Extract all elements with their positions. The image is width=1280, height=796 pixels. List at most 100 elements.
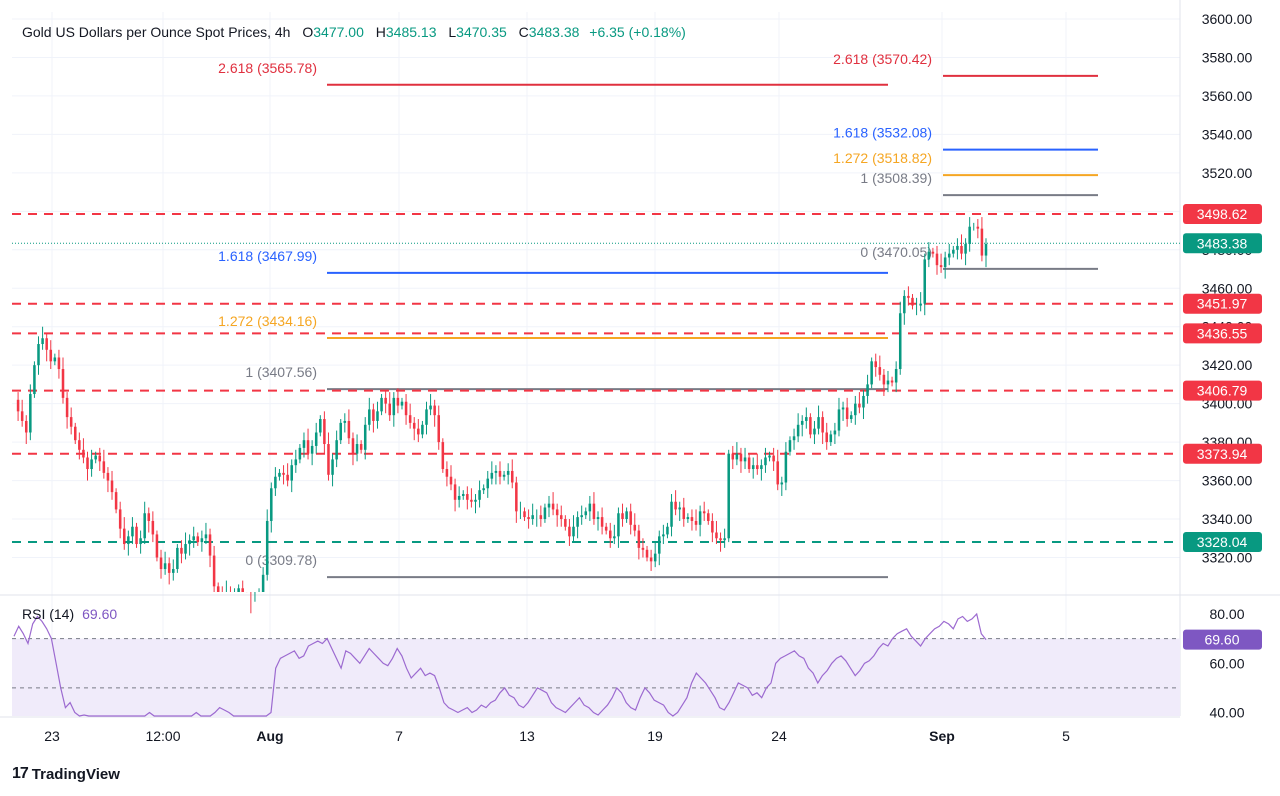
candle-body [682, 507, 686, 520]
candle-body [184, 544, 187, 554]
rsi-axis[interactable]: 80.00 60.00 40.00 [1209, 606, 1244, 721]
candle-body [731, 453, 735, 460]
candle-body [903, 295, 906, 314]
candle-body [37, 344, 40, 366]
candle-body [159, 557, 163, 570]
candle-body [127, 536, 130, 545]
price-tick-label: 3360.00 [1202, 473, 1253, 489]
price-tick-label: 3420.00 [1202, 357, 1253, 373]
level-price-tag: 3498.62 [1197, 206, 1248, 222]
price-tick-label: 3340.00 [1202, 511, 1253, 527]
candle-body [331, 459, 334, 475]
candle-body [817, 417, 820, 429]
candle-body [555, 509, 559, 516]
candle-body [829, 434, 833, 443]
candle-body [952, 249, 955, 254]
candle-body [866, 384, 869, 396]
candle-body [976, 226, 980, 229]
horizontal-levels [12, 212, 1180, 544]
candle-body [53, 357, 57, 362]
candle-body [237, 588, 240, 592]
candle-body [727, 453, 730, 539]
price-grid [0, 0, 1280, 718]
candle-body [629, 511, 632, 525]
candle-body [143, 513, 146, 539]
candle-body [131, 526, 134, 537]
candle-body [196, 536, 200, 543]
candle-body [290, 465, 293, 481]
candle-body [118, 509, 122, 529]
candle-body [792, 436, 796, 441]
candle-body [833, 430, 837, 435]
candle-body [711, 520, 714, 533]
candle-body [45, 338, 48, 350]
rsi-tick-label: 60.00 [1209, 655, 1244, 671]
time-axis[interactable]: 23 12:00 Aug 7 13 19 24 Sep 5 [44, 728, 1070, 744]
candle-body [421, 424, 424, 435]
fib-label-2-618: 2.618 (3570.42) [833, 51, 932, 67]
candle-body [968, 226, 971, 245]
candle-body [613, 536, 616, 539]
candle-body [984, 244, 988, 256]
candle-body [90, 459, 93, 470]
candle-body [854, 403, 857, 416]
candle-body [890, 380, 894, 383]
candle-body [564, 519, 567, 527]
candle-body [809, 417, 812, 435]
candle-body [947, 253, 951, 258]
price-axis[interactable]: 3600.003580.003560.003540.003520.003500.… [1202, 11, 1253, 566]
candle-body [372, 409, 375, 421]
chart-legend-header: Gold US Dollars per Ounce Spot Prices, 4… [22, 24, 686, 40]
level-price-tag: 3406.79 [1197, 383, 1248, 399]
candle-body [502, 474, 506, 477]
candle-body [486, 478, 490, 489]
candle-body [200, 538, 204, 543]
candle-body [596, 517, 600, 520]
candle-body [633, 524, 637, 531]
rsi-series [13, 612, 987, 717]
candle-body [658, 536, 661, 554]
level-price-tag-bg [1183, 443, 1262, 464]
fib-label-1-618: 1.618 (3467.99) [218, 248, 317, 264]
candle-body [539, 515, 543, 520]
candle-body [604, 526, 608, 531]
fib-label-2-618: 2.618 (3565.78) [218, 60, 317, 76]
rsi-value-tag: 69.60 [1204, 632, 1239, 648]
candle-body [870, 361, 873, 385]
candle-body [445, 469, 449, 477]
candle-body [306, 440, 310, 454]
candle-body [592, 503, 596, 520]
candle-body [16, 399, 20, 412]
candle-body [547, 503, 551, 508]
candle-body [449, 476, 453, 485]
candle-body [114, 492, 118, 510]
tradingview-brand[interactable]: 17 TradingView [12, 765, 120, 783]
candle-body [155, 534, 159, 558]
candle-body [515, 482, 518, 512]
time-tick-label: Sep [929, 728, 955, 744]
candle-body [172, 569, 175, 573]
candle-body [878, 367, 882, 375]
candle-body [568, 526, 571, 537]
level-price-tag: 3373.94 [1197, 446, 1248, 462]
candle-body [609, 530, 612, 539]
candle-body [686, 517, 690, 520]
tradingview-logo-icon: 17 [12, 765, 29, 782]
candle-body [302, 440, 306, 448]
rsi-tick-label: 80.00 [1209, 606, 1244, 622]
candle-body [461, 494, 465, 496]
candle-body [931, 251, 935, 254]
price-tick-label: 3540.00 [1202, 126, 1253, 142]
candle-body [425, 409, 428, 425]
fib-label-1: 1 (3508.39) [860, 170, 932, 186]
fib-label-0: 0 (3309.78) [245, 552, 317, 568]
candle-body [707, 513, 710, 521]
time-tick-label: 23 [44, 728, 60, 744]
candle-body [73, 426, 77, 441]
candle-body [474, 499, 477, 502]
candle-body [347, 420, 351, 439]
candle-body [65, 397, 69, 418]
candle-body [339, 422, 342, 441]
price-tick-label: 3580.00 [1202, 49, 1253, 65]
